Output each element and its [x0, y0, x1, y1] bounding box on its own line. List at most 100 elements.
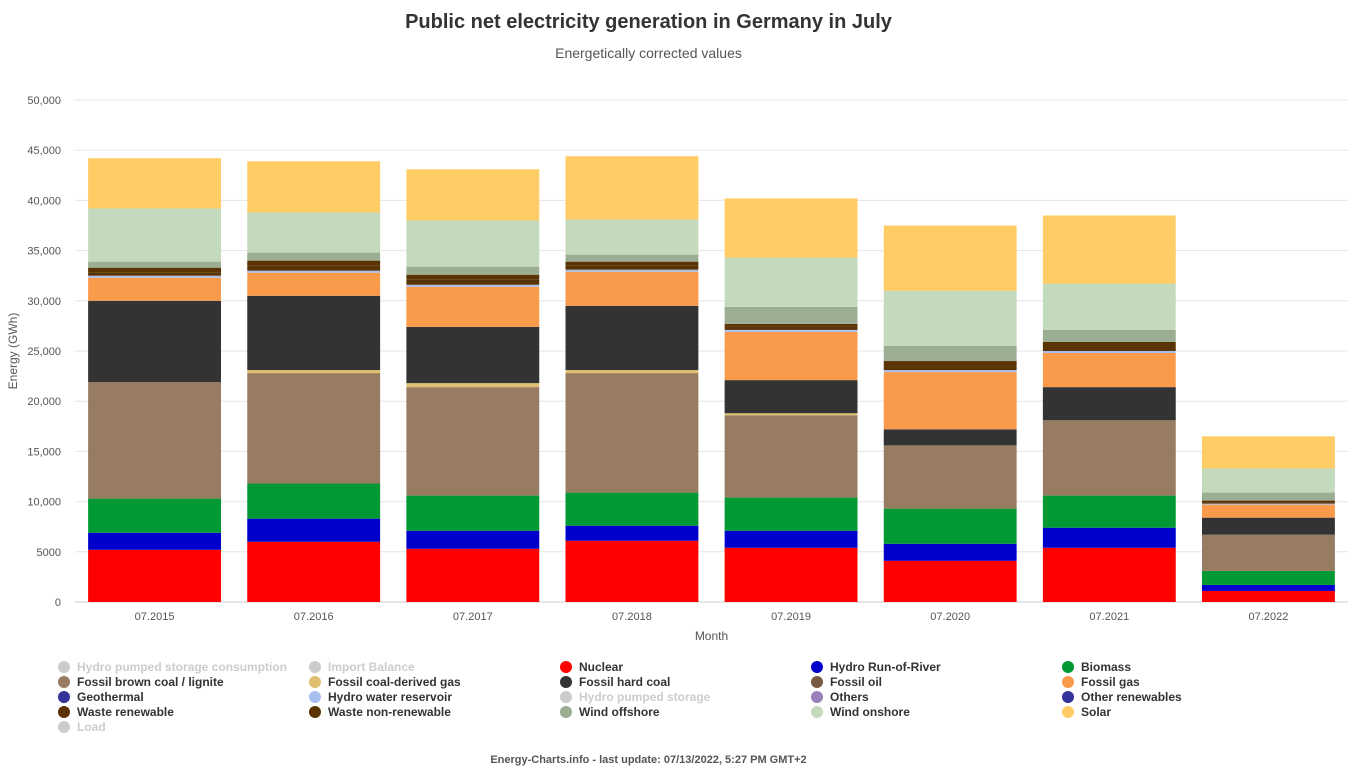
bar-segment — [1202, 502, 1335, 504]
legend-label: Other renewables — [1081, 690, 1182, 704]
legend-item[interactable]: Other renewables — [1062, 690, 1182, 704]
x-tick-label: 07.2022 — [1249, 611, 1289, 623]
legend-item[interactable]: Fossil gas — [1062, 675, 1140, 689]
legend-label: Wind offshore — [579, 705, 660, 719]
stacked-bar-chart: 0 5000 10,000 15,000 20,000 25,000 30,000 35,00… — [6, 95, 1348, 643]
bar-segment — [1202, 503, 1335, 505]
legend-marker — [58, 661, 70, 673]
bar-segment — [883, 445, 1017, 509]
legend-item[interactable]: Geothermal — [58, 690, 144, 704]
bar-segment — [406, 220, 540, 267]
bar-segment — [1042, 527, 1176, 548]
bar-segment — [565, 254, 699, 262]
bar-segment — [406, 284, 540, 287]
bar-segment — [88, 382, 221, 499]
legend-marker — [309, 661, 321, 673]
bar-segment — [565, 265, 699, 270]
legend-marker — [58, 721, 70, 733]
bar-segment — [247, 272, 381, 296]
bar-segment — [1042, 346, 1176, 351]
bar-segment — [724, 326, 858, 330]
bar-segment — [406, 548, 540, 602]
bar-segment — [247, 295, 381, 371]
legend-label: Wind onshore — [830, 705, 910, 719]
legend-item[interactable]: Hydro pumped storage — [560, 690, 710, 704]
bar-segment — [724, 331, 858, 381]
bar-segment — [88, 498, 221, 533]
legend-marker — [560, 661, 572, 673]
legend-item[interactable]: Biomass — [1062, 660, 1131, 674]
legend-item[interactable]: Wind onshore — [811, 705, 910, 719]
chart-subtitle: Energetically corrected values — [555, 45, 742, 61]
legend-marker — [1062, 706, 1074, 718]
bar-segment — [88, 158, 221, 209]
legend-item[interactable]: Hydro water reservoir — [309, 690, 452, 704]
bar-segment — [724, 306, 858, 324]
bar-segment — [724, 497, 858, 531]
bar-segment — [1042, 353, 1176, 388]
bar-segment — [1042, 341, 1176, 347]
bar-segment — [724, 198, 858, 258]
bar-segment — [1042, 351, 1176, 354]
legend-label: Hydro pumped storage consumption — [77, 660, 288, 674]
bar-segment — [724, 415, 858, 498]
bar-segment — [883, 366, 1017, 371]
legend-marker — [58, 706, 70, 718]
bar-segment — [1202, 504, 1335, 518]
legend-label: Geothermal — [77, 690, 144, 704]
legend-item[interactable]: Waste renewable — [58, 705, 174, 719]
legend-item[interactable]: Wind offshore — [560, 705, 660, 719]
bar-segment — [565, 219, 699, 255]
legend-item[interactable]: Nuclear — [560, 660, 623, 674]
y-tick-label: 5000 — [37, 547, 61, 559]
bar-segment — [88, 208, 221, 262]
bar-segment — [406, 495, 540, 531]
bar-segment — [565, 370, 699, 374]
legend-item[interactable]: Hydro Run-of-River — [811, 660, 941, 674]
legend-label: Waste non-renewable — [328, 705, 451, 719]
legend-item[interactable]: Fossil hard coal — [560, 675, 670, 689]
bar-segment — [88, 277, 221, 301]
legend-label: Waste renewable — [77, 705, 174, 719]
x-tick-label: 07.2018 — [612, 611, 652, 623]
bar-segment — [565, 156, 699, 220]
bar-segment — [724, 380, 858, 414]
legend-item[interactable]: Others — [811, 690, 869, 704]
bar-segment — [565, 540, 699, 602]
bar-segment — [247, 265, 381, 271]
legend-label: Import Balance — [328, 660, 415, 674]
bar-segment — [1042, 283, 1176, 330]
legend-item[interactable]: Fossil oil — [811, 675, 882, 689]
legend-marker — [560, 676, 572, 688]
bar-segment — [1042, 215, 1176, 284]
legend-item[interactable]: Fossil coal-derived gas — [309, 675, 461, 689]
legend-item[interactable]: Hydro pumped storage consumption — [58, 660, 287, 674]
bar-segment — [88, 275, 221, 278]
bar-segment — [724, 257, 858, 307]
bar-segment — [247, 260, 381, 266]
bar-segment — [883, 290, 1017, 346]
legend-marker — [309, 706, 321, 718]
bar-segment — [1202, 492, 1335, 501]
x-tick-label: 07.2016 — [294, 611, 334, 623]
legend-marker — [560, 706, 572, 718]
bar-segment — [406, 279, 540, 285]
bar-segment — [565, 492, 699, 526]
y-tick-label: 10,000 — [27, 497, 61, 509]
legend-item[interactable]: Fossil brown coal / lignite — [58, 675, 224, 689]
legend-label: Biomass — [1081, 660, 1132, 674]
bar-segment — [1202, 468, 1335, 493]
legend-label: Nuclear — [579, 660, 624, 674]
bar-segment — [1042, 420, 1176, 496]
legend-item[interactable]: Import Balance — [309, 660, 415, 674]
bar-segment — [565, 373, 699, 493]
y-tick-label: 40,000 — [27, 195, 61, 207]
legend-item[interactable]: Solar — [1062, 705, 1111, 719]
legend-item[interactable]: Load — [58, 720, 106, 734]
bar-segment — [724, 329, 858, 332]
legend-label: Fossil gas — [1081, 675, 1140, 689]
legend-label: Fossil coal-derived gas — [328, 675, 461, 689]
legend-item[interactable]: Waste non-renewable — [309, 705, 451, 719]
legend-marker — [811, 691, 823, 703]
bar-segment — [565, 525, 699, 541]
